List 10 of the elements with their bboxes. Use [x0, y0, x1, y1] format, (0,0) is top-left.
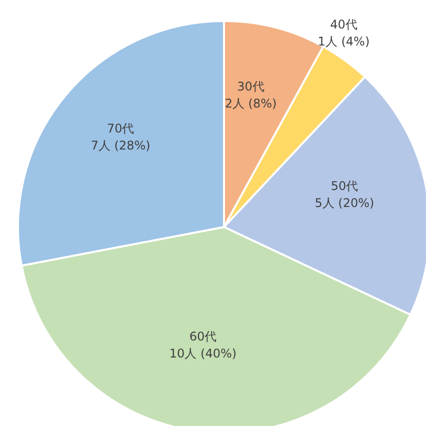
- data-label: 5人 (20%): [314, 196, 374, 210]
- data-label: 1人 (4%): [318, 34, 370, 48]
- slice-label: 40代: [330, 17, 358, 32]
- data-label: 10人 (40%): [169, 346, 237, 361]
- slice-label: 60代: [189, 330, 217, 344]
- slice-label: 70代: [106, 122, 134, 136]
- data-label: 7人 (28%): [90, 138, 150, 153]
- slice-label: 30代: [237, 79, 264, 94]
- data-label: 2人 (8%): [224, 96, 277, 110]
- slice-label: 50代: [330, 179, 358, 194]
